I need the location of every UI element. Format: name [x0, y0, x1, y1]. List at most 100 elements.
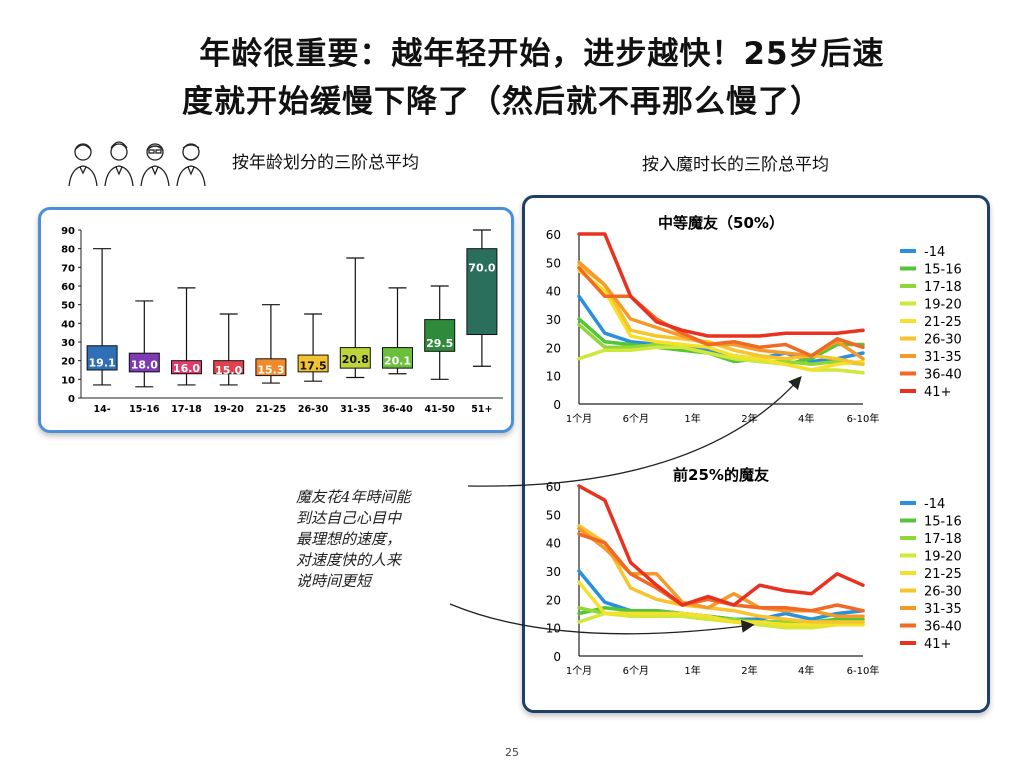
series-line-21-25: [577, 269, 865, 372]
legend-label: -14: [924, 245, 945, 260]
mean-label-19-20: 15.0: [215, 364, 242, 377]
mean-label-17-18: 16.0: [173, 362, 200, 375]
x-tick-label: 2年: [741, 412, 757, 425]
middle-aged-figure-icon: [140, 143, 170, 187]
x-tick-label: 21-25: [256, 404, 286, 415]
y-tick-label: 0: [553, 650, 561, 664]
x-tick-label: 1年: [684, 664, 700, 677]
median-line-chart: 中等魔友（50%） 0 10 20 30 40 50 60 1个月 6个月 1年 2年 4年 6-10年 -…: [546, 214, 962, 425]
x-tick-label: 2年: [741, 664, 757, 677]
annotation-line: 魔友花4年時间能: [296, 488, 411, 506]
annotation-line: 最理想的速度，: [296, 530, 402, 548]
page-number: 25: [505, 746, 519, 759]
x-tick-label: 1个月: [566, 413, 592, 425]
legend-label: 36-40: [924, 368, 962, 383]
age-boxplot-panel: 0 10 20 30 40 50 60 70 80 90 19.1 14- 18.0 15-16 16.0 1…: [38, 207, 514, 433]
legend-label: 21-25: [924, 315, 962, 330]
box-31-35: [339, 347, 371, 369]
legend-label: 41+: [924, 637, 951, 652]
annotation-line: 到达自己心目中: [296, 509, 402, 527]
box-41-50: [424, 319, 456, 352]
y-tick-label: 20: [61, 357, 75, 368]
x-tick-label: 6-10年: [847, 664, 880, 677]
box-19-20: [213, 360, 245, 375]
mean-label-51+: 70.0: [468, 261, 495, 274]
legend-label: 26-30: [924, 333, 962, 348]
legend-label: 31-35: [924, 602, 962, 617]
page-title-line-1: 年龄很重要：越年轻开始，进步越快！25岁后速: [199, 36, 885, 72]
y-tick-label: 10: [61, 375, 75, 386]
x-tick-label: 6-10年: [847, 412, 880, 425]
box-21-25: [255, 358, 287, 377]
y-tick-label: 40: [61, 319, 75, 330]
y-tick-label: 10: [546, 622, 561, 636]
mean-label-21-25: 15.3: [257, 363, 284, 376]
x-tick-label: 1个月: [566, 665, 592, 677]
page-title-line-2: 度就开始缓慢下降了（然后就不再那么慢了）: [182, 84, 822, 120]
box-15-16: [128, 352, 160, 373]
x-tick-label: 15-16: [129, 404, 160, 415]
series-line-41+: [577, 232, 865, 338]
annotation-line: 说時间更短: [296, 572, 372, 590]
annotation-note: 魔友花4年時间能 到达自己心目中 最理想的速度， 对速度快的人来 说時间更短: [296, 487, 471, 592]
y-tick-label: 50: [61, 301, 75, 312]
legend-label: 31-35: [924, 350, 962, 365]
box-26-30: [297, 354, 329, 373]
legend-label: 17-18: [924, 532, 962, 547]
legend-label: 15-16: [924, 263, 962, 278]
x-tick-label: 17-18: [171, 404, 202, 415]
y-tick-label: 30: [546, 313, 561, 327]
box-14-: [86, 345, 118, 371]
series-line-41+: [577, 484, 865, 607]
x-tick-label: 26-30: [298, 404, 329, 415]
duration-line-charts-panel: 中等魔友（50%） 0 10 20 30 40 50 60 1个月 6个月 1年 2年 4年 6-10年 -…: [522, 195, 990, 713]
x-tick-label: 6个月: [623, 665, 649, 677]
chart-title: 前25%的魔友: [673, 466, 769, 484]
legend-label: 19-20: [924, 550, 962, 565]
y-tick-label: 80: [61, 245, 75, 256]
y-tick-label: 40: [546, 285, 561, 299]
x-tick-label: 4年: [798, 412, 814, 425]
x-tick-label: 14-: [94, 404, 111, 415]
y-tick-label: 20: [546, 593, 561, 607]
mean-label-15-16: 18.0: [131, 358, 158, 371]
top25-line-chart: 前25%的魔友 0 10 20 30 40 50 60 1个月 6个月 1年 2年 4年 6-10年 -14…: [546, 466, 962, 677]
elderly-figure-icon: [176, 143, 206, 187]
age-boxplot-chart: 0 10 20 30 40 50 60 70 80 90 19.1 14- 18.0 15-16 16.0 1…: [61, 226, 503, 415]
young-man-figure-icon: [104, 141, 134, 187]
x-tick-label: 1年: [684, 412, 700, 425]
box-51+: [466, 248, 498, 336]
y-tick-label: 10: [546, 370, 561, 384]
legend-label: 36-40: [924, 620, 962, 635]
chart-title: 中等魔友（50%）: [658, 214, 784, 232]
y-tick-label: 70: [61, 263, 75, 274]
age-group-people-icon: [68, 141, 206, 187]
legend-label: -14: [924, 497, 945, 512]
legend-label: 17-18: [924, 280, 962, 295]
x-tick-label: 19-20: [214, 404, 245, 415]
box-36-40: [382, 347, 413, 369]
legend-label: 26-30: [924, 585, 962, 600]
x-tick-label: 31-35: [340, 404, 370, 415]
legend-label: 15-16: [924, 515, 962, 530]
legend-label: 41+: [924, 385, 951, 400]
y-tick-label: 50: [546, 508, 561, 522]
y-tick-label: 40: [546, 537, 561, 551]
y-tick-label: 60: [546, 228, 561, 242]
x-tick-label: 36-40: [382, 404, 413, 415]
series-line-36-40: [577, 266, 865, 358]
age-chart-heading: 按年龄划分的三阶总平均: [232, 153, 419, 173]
child-figure-icon: [68, 143, 98, 187]
mean-label-41-50: 29.5: [426, 337, 453, 350]
annotation-line: 对速度快的人来: [296, 551, 402, 569]
y-tick-label: 50: [546, 256, 561, 270]
y-tick-label: 0: [68, 394, 75, 405]
mean-label-36-40: 20.1: [384, 354, 411, 367]
mean-label-14-: 19.1: [89, 356, 116, 369]
y-tick-label: 20: [546, 341, 561, 355]
y-tick-label: 90: [61, 226, 75, 237]
y-tick-label: 30: [61, 338, 75, 349]
x-tick-label: 41-50: [425, 404, 456, 415]
y-tick-label: 60: [61, 282, 75, 293]
legend-label: 19-20: [924, 298, 962, 313]
